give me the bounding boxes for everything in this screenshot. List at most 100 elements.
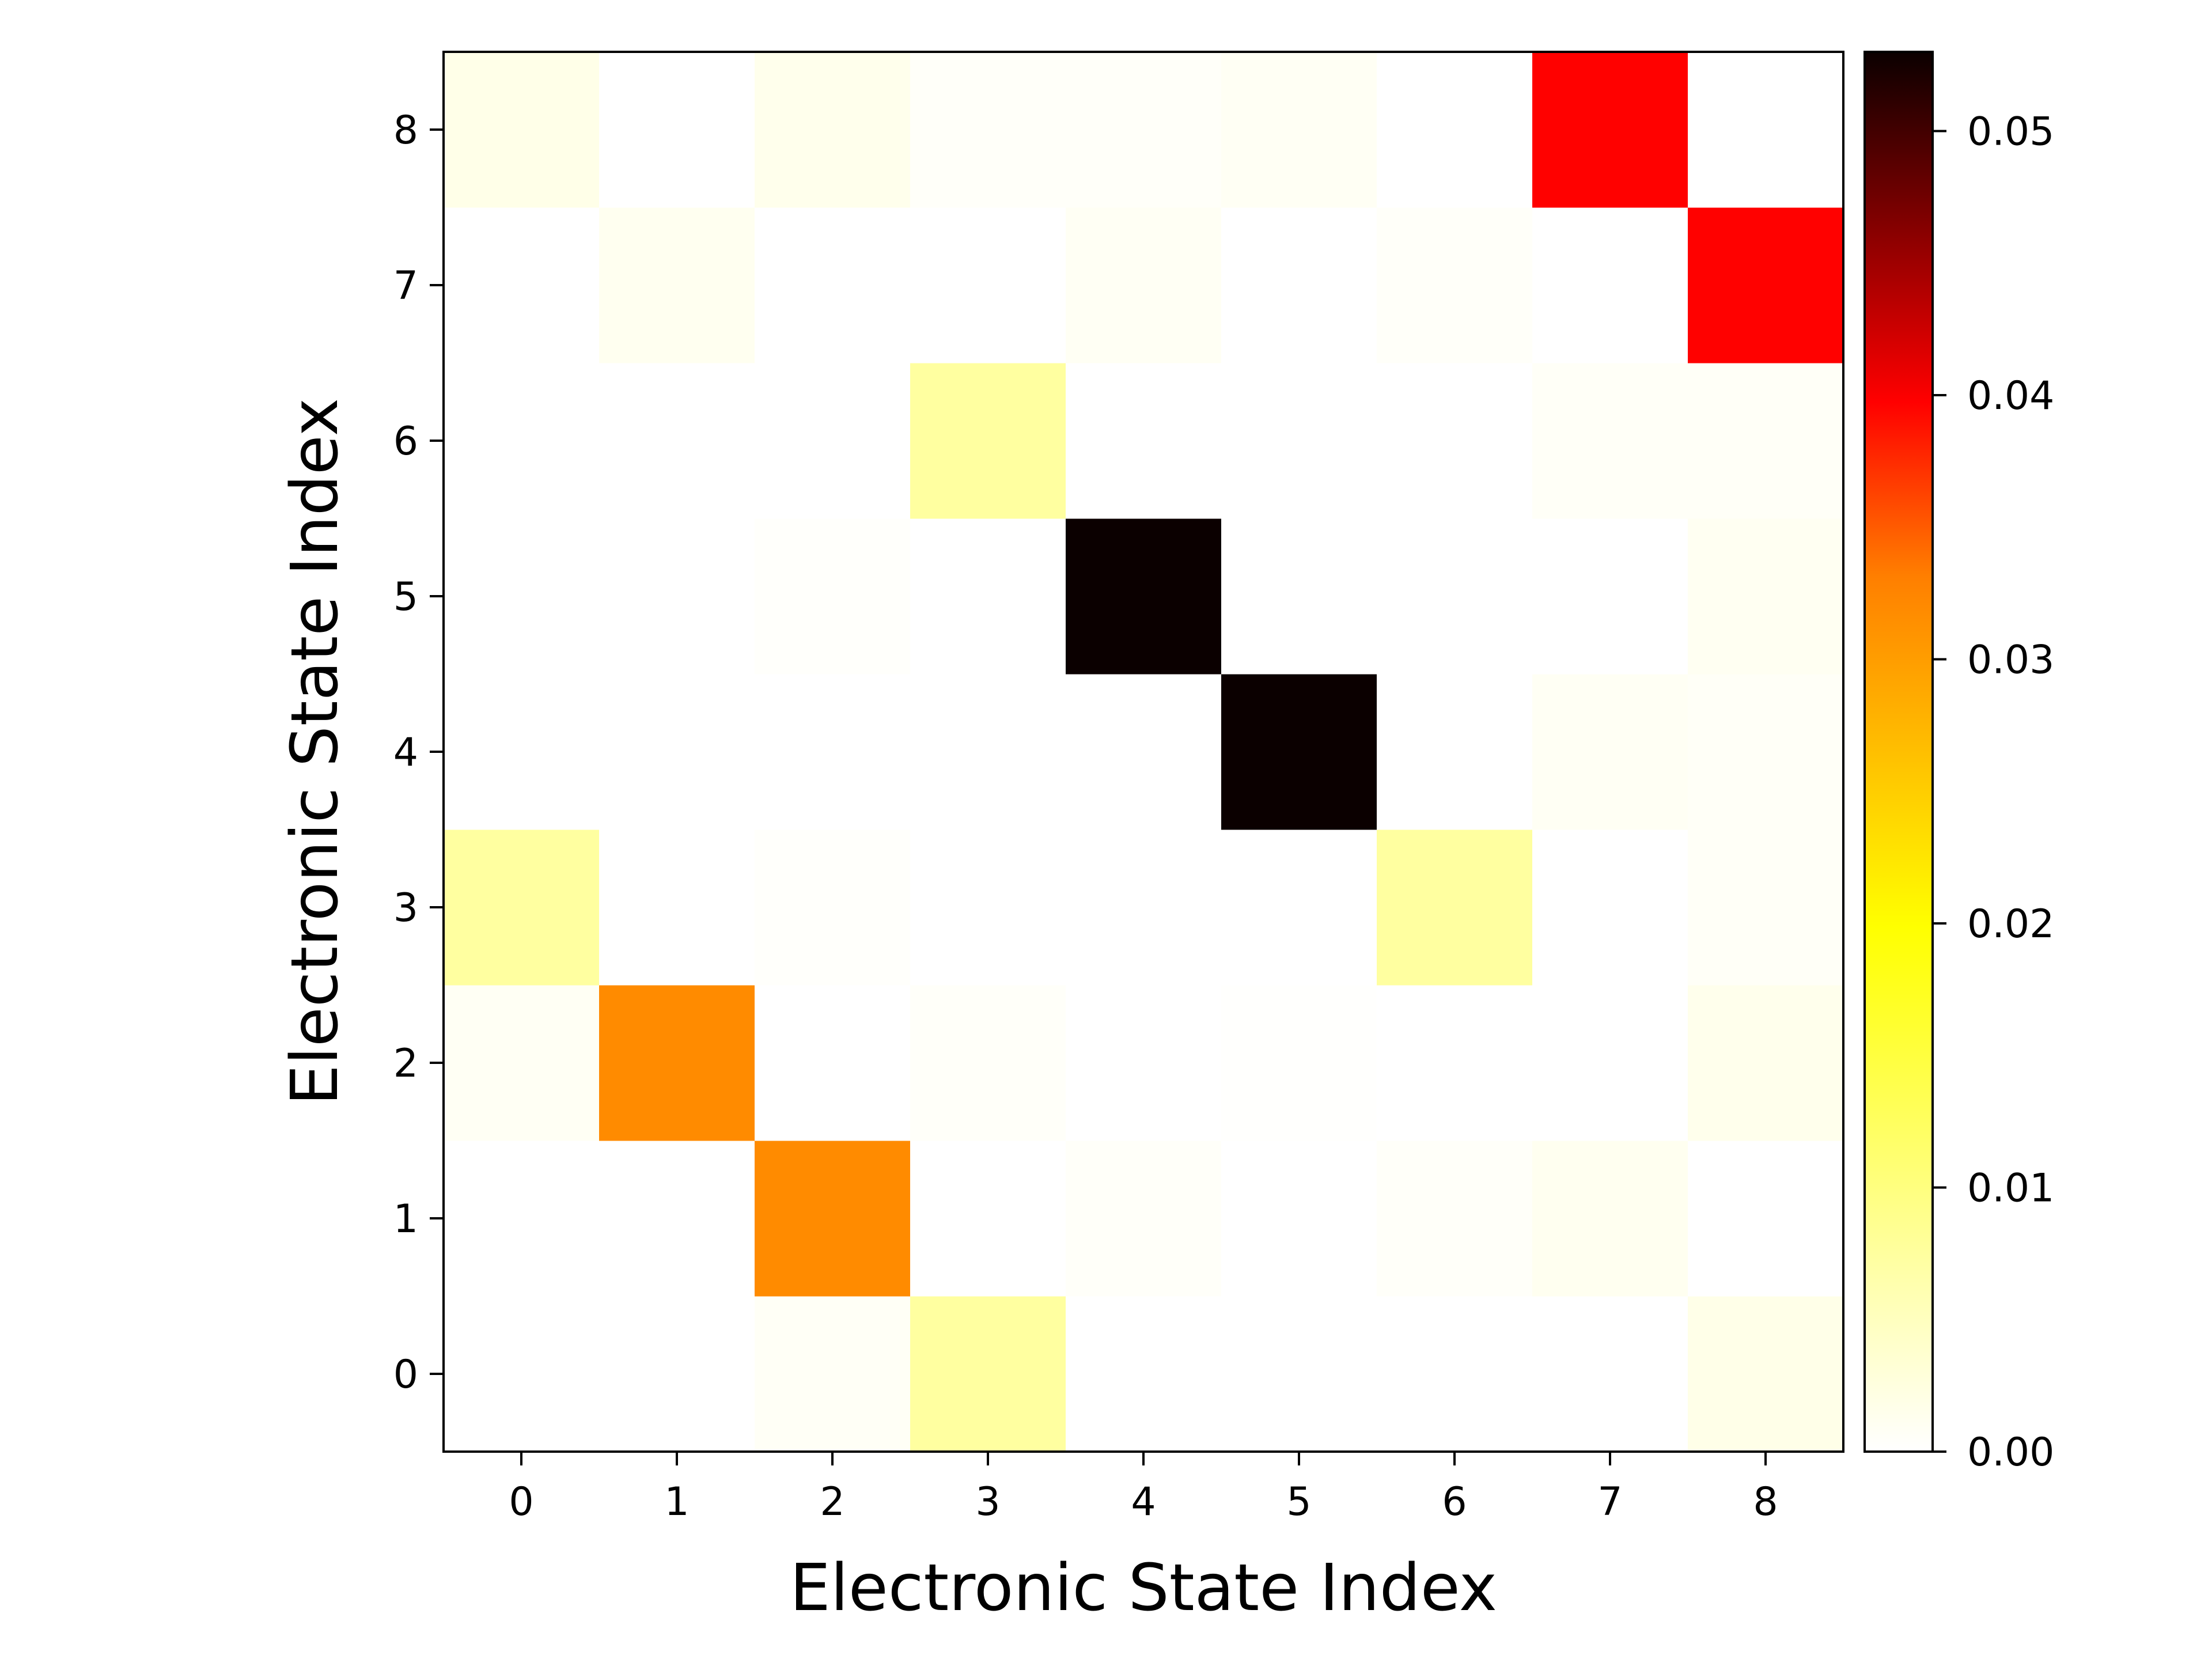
- heatmap-cell: [1377, 674, 1533, 830]
- x-tick-label: 2: [820, 1479, 844, 1525]
- heatmap-cell: [1532, 1296, 1688, 1452]
- heatmap-cell: [1688, 830, 1844, 986]
- colorbar-gradient: [1863, 51, 1934, 1453]
- x-tick-label: 3: [975, 1479, 1000, 1525]
- heatmap-cell: [444, 985, 600, 1141]
- x-tick-label: 7: [1597, 1479, 1622, 1525]
- heatmap-cell: [599, 830, 755, 986]
- heatmap-cell: [1221, 830, 1377, 986]
- heatmap-cell: [1377, 518, 1533, 675]
- heatmap-cell: [599, 363, 755, 519]
- heatmap-cell: [1688, 674, 1844, 830]
- colorbar-tick-label: 0.01: [1967, 1166, 2054, 1211]
- colorbar: 0.00 0.01 0.02 0.03 0.04 0.05: [1863, 51, 2054, 1475]
- heatmap-cell: [1377, 830, 1533, 986]
- colorbar-tick-label: 0.04: [1967, 373, 2054, 419]
- y-tick-label: 8: [393, 108, 418, 153]
- x-axis-label: Electronic State Index: [790, 1551, 1497, 1626]
- heatmap-cell: [599, 1296, 755, 1452]
- heatmap-cell: [755, 985, 911, 1141]
- heatmap-cell: [1532, 518, 1688, 675]
- heatmap-cell: [1688, 363, 1844, 519]
- y-tick-label: 4: [393, 730, 418, 775]
- heatmap-cell: [599, 518, 755, 675]
- x-tick-label: 4: [1131, 1479, 1156, 1525]
- heatmap-cell: [1688, 52, 1844, 208]
- heatmap-cell: [910, 52, 1066, 208]
- heatmap-cell: [910, 207, 1066, 363]
- heatmap-cells: [444, 52, 1844, 1452]
- heatmap-cell: [910, 674, 1066, 830]
- heatmap-cell: [1688, 1296, 1844, 1452]
- colorbar-ticks: 0.00 0.01 0.02 0.03 0.04 0.05: [1933, 109, 2054, 1475]
- heatmap-cell: [1377, 1296, 1533, 1452]
- heatmap-cell: [1066, 1141, 1222, 1297]
- heatmap-cell: [599, 674, 755, 830]
- heatmap-cell: [1532, 363, 1688, 519]
- heatmap-cell: [1532, 830, 1688, 986]
- heatmap-cell: [1066, 363, 1222, 519]
- heatmap-cell: [1221, 985, 1377, 1141]
- colorbar-tick-label: 0.02: [1967, 902, 2054, 947]
- heatmap-cell: [910, 518, 1066, 675]
- heatmap-cell: [1221, 1141, 1377, 1297]
- heatmap-cell: [755, 518, 911, 675]
- y-tick-label: 3: [393, 885, 418, 931]
- heatmap-cell: [755, 207, 911, 363]
- y-tick-label: 0: [393, 1352, 418, 1397]
- heatmap-cell: [1221, 674, 1377, 830]
- heatmap-cell: [1066, 207, 1222, 363]
- heatmap-cell: [1221, 363, 1377, 519]
- heatmap-cell: [1532, 985, 1688, 1141]
- heatmap-cell: [1221, 207, 1377, 363]
- heatmap-cell: [910, 985, 1066, 1141]
- heatmap-cell: [599, 985, 755, 1141]
- heatmap-cell: [1688, 1141, 1844, 1297]
- heatmap-cell: [1221, 1296, 1377, 1452]
- heatmap-cell: [1066, 674, 1222, 830]
- heatmap-cell: [1066, 518, 1222, 675]
- heatmap-cell: [1066, 1296, 1222, 1452]
- colorbar-tick-label: 0.05: [1967, 109, 2054, 155]
- x-tick-label: 1: [664, 1479, 689, 1525]
- heatmap-cell: [444, 830, 600, 986]
- y-tick-label: 5: [393, 574, 418, 620]
- heatmap-cell: [1066, 52, 1222, 208]
- heatmap-cell: [1688, 985, 1844, 1141]
- heatmap-cell: [1532, 52, 1688, 208]
- y-tick-label: 1: [393, 1196, 418, 1242]
- heatmap-cell: [444, 363, 600, 519]
- y-axis-label: Electronic State Index: [278, 398, 353, 1105]
- heatmap-cell: [1066, 985, 1222, 1141]
- y-tick-label: 2: [393, 1041, 418, 1086]
- heatmap-cell: [1532, 207, 1688, 363]
- heatmap-cell: [599, 52, 755, 208]
- heatmap-cell: [1377, 985, 1533, 1141]
- heatmap-cell: [444, 52, 600, 208]
- heatmap-cell: [755, 52, 911, 208]
- heatmap-cell: [599, 207, 755, 363]
- heatmap-cell: [910, 363, 1066, 519]
- heatmap-cell: [1377, 207, 1533, 363]
- x-tick-label: 6: [1442, 1479, 1467, 1525]
- x-tick-label: 0: [509, 1479, 533, 1525]
- heatmap-cell: [910, 830, 1066, 986]
- heatmap-cell: [1066, 830, 1222, 986]
- y-axis-ticks: 0 1 2 3 4 5 6 7 8: [393, 108, 444, 1397]
- x-axis-ticks: 0 1 2 3 4 5 6 7 8: [509, 1452, 1778, 1525]
- heatmap-cell: [444, 518, 600, 675]
- heatmap-cell: [910, 1296, 1066, 1452]
- heatmap-cell: [1377, 52, 1533, 208]
- heatmap-cell: [755, 674, 911, 830]
- heatmap-cell: [755, 1141, 911, 1297]
- heatmap-cell: [1221, 52, 1377, 208]
- heatmap-cell: [444, 207, 600, 363]
- heatmap-cell: [755, 1296, 911, 1452]
- heatmap-cell: [1377, 363, 1533, 519]
- y-tick-label: 7: [393, 263, 418, 309]
- colorbar-tick-label: 0.03: [1967, 638, 2054, 683]
- heatmap-cell: [755, 830, 911, 986]
- heatmap-cell: [444, 674, 600, 830]
- heatmap-cell: [444, 1141, 600, 1297]
